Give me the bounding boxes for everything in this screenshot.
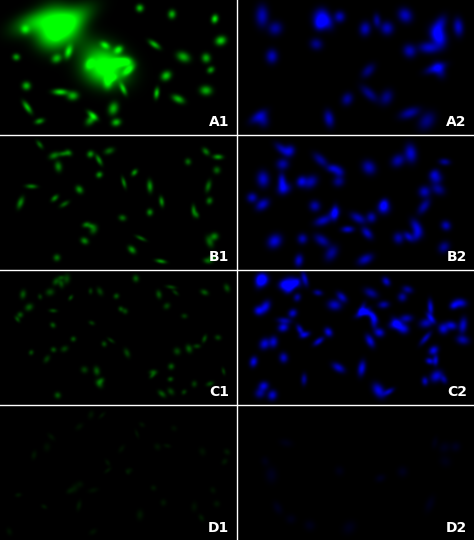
Text: C2: C2	[447, 386, 467, 400]
Text: A1: A1	[209, 115, 229, 129]
Text: B2: B2	[447, 250, 467, 264]
Text: A2: A2	[447, 115, 467, 129]
Text: D2: D2	[446, 521, 467, 535]
Text: D1: D1	[208, 521, 229, 535]
Text: B1: B1	[209, 250, 229, 264]
Text: C1: C1	[209, 386, 229, 400]
